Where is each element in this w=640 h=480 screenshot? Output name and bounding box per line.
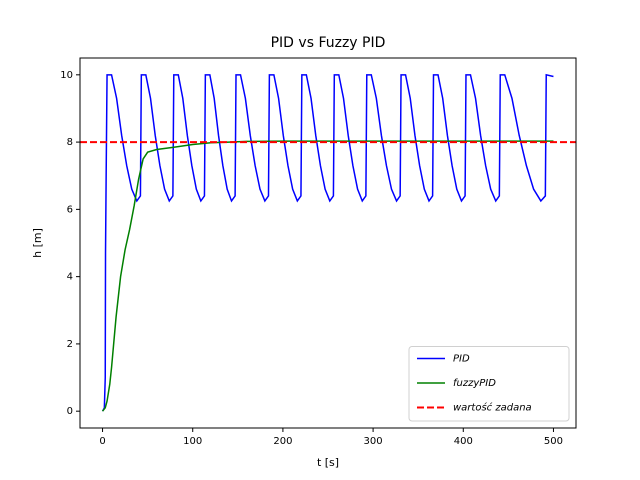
data-line <box>101 140 554 412</box>
x-tick-label: 0 <box>99 436 105 447</box>
y-axis-label: h [m] <box>31 228 44 258</box>
data-line <box>101 73 554 412</box>
y-tick-label: 8 <box>67 137 73 148</box>
legend: PID fuzzyPID wartość zadana <box>408 346 570 422</box>
axes-frame <box>79 57 577 429</box>
x-tick-label: 200 <box>273 436 292 447</box>
x-tick-label: 500 <box>544 436 563 447</box>
legend-box <box>408 346 570 422</box>
chart-title: PID vs Fuzzy PID <box>271 35 386 51</box>
y-tick-label: 10 <box>60 70 73 81</box>
legend-label: wartość zadana <box>453 402 532 414</box>
y-tick-label: 6 <box>67 204 73 215</box>
y-tick-label: 0 <box>67 406 73 417</box>
x-tick-label: 100 <box>183 436 202 447</box>
legend-label: fuzzyPID <box>453 378 496 389</box>
legend-label: PID <box>453 354 470 365</box>
y-tick-label: 2 <box>67 339 73 350</box>
x-tick-label: 300 <box>364 436 383 447</box>
y-tick-label: 4 <box>67 272 73 283</box>
x-axis-label: t [s] <box>317 456 339 469</box>
x-tick-label: 400 <box>454 436 473 447</box>
